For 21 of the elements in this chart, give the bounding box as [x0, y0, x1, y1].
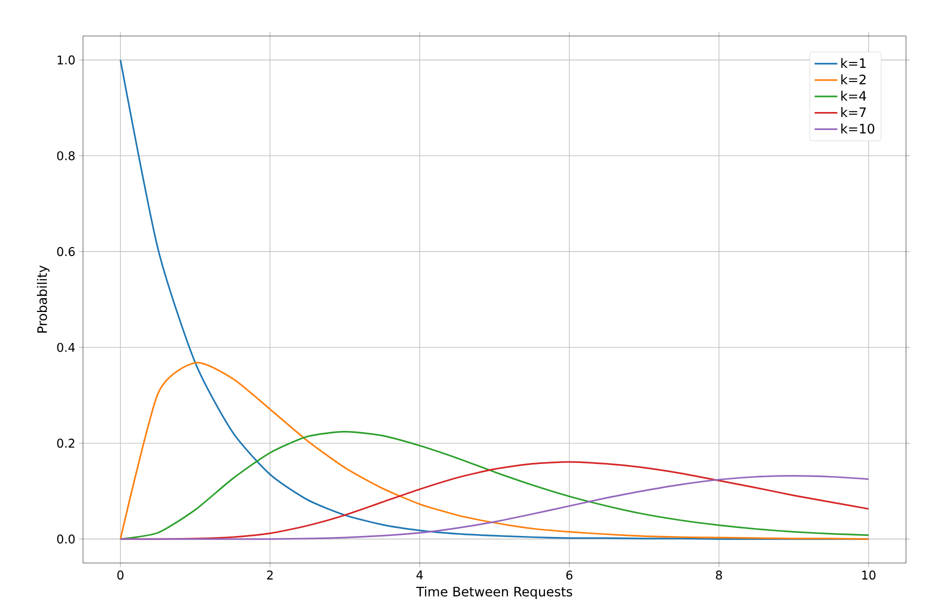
y-tick-label: 1.0 [58, 55, 75, 64]
y-tick-label: 0.6 [57, 247, 75, 256]
x-tick-label: 0 [117, 570, 124, 580]
x-tick-label: 8 [716, 570, 722, 580]
x-axis-title: Time Between Requests [416, 586, 572, 600]
x-tick-label: 10 [862, 570, 876, 580]
y-tick-label: 0.0 [57, 534, 75, 544]
y-tick-label: 0.8 [57, 151, 75, 160]
legend-label: k=7 [841, 107, 866, 118]
x-tick-label: 2 [267, 570, 273, 580]
legend-label: k=2 [841, 74, 866, 84]
y-tick-label: 0.2 [57, 438, 74, 448]
x-tick-label: 4 [416, 570, 423, 580]
legend-label: k=4 [841, 90, 866, 101]
x-tick-label: 6 [566, 570, 572, 580]
line-series [120, 475, 870, 540]
legend-label: k=1 [841, 58, 866, 68]
y-tick-label: 0.4 [57, 342, 75, 352]
y-axis-title: Probability [36, 266, 50, 333]
line-series [120, 362, 870, 540]
legend-label: k=10 [841, 124, 874, 134]
